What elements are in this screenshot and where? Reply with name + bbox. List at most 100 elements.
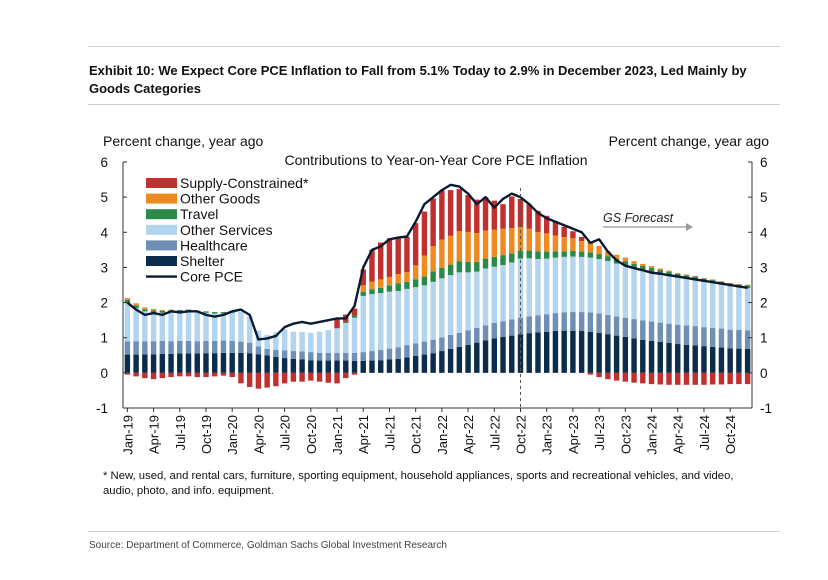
bar-supply-constrained--Jun-21	[378, 242, 384, 280]
bar-healthcare-Oct-23	[622, 317, 629, 338]
bar-shelter-Sep-21	[404, 357, 410, 373]
bar-supply-constrained--Dec-21	[430, 198, 436, 246]
bar-other-goods-Nov-23	[631, 261, 637, 264]
legend-swatch-3	[146, 224, 177, 235]
bar-other-goods-Oct-21	[412, 265, 419, 280]
bar-healthcare-Nov-22	[526, 316, 532, 334]
bar-shelter-Jun-22	[482, 340, 489, 373]
bar-healthcare-Apr-19	[150, 341, 157, 355]
bar-other-goods-Feb-24	[657, 268, 663, 270]
xtick-label-Apr-21: Apr-21	[356, 415, 371, 454]
bar-healthcare-Nov-20	[316, 352, 323, 361]
bar-shelter-Jan-24	[648, 340, 655, 373]
bar-negative-Jul-20	[281, 372, 288, 384]
bar-supply-constrained--Mar-23	[561, 226, 567, 238]
bar-healthcare-Jul-19	[177, 340, 183, 354]
bar-other-services-May-22	[474, 271, 480, 328]
bar-travel-Nov-21	[421, 276, 428, 286]
bar-shelter-Jan-22	[439, 351, 445, 373]
xtick-label-Jul-19: Jul-19	[173, 415, 188, 450]
bar-healthcare-Jan-19	[124, 341, 131, 355]
bar-other-goods-Mar-19	[142, 307, 148, 310]
source-rule	[88, 531, 780, 532]
bar-other-goods-Feb-22	[447, 235, 454, 265]
bar-healthcare-Jun-21	[378, 350, 384, 361]
bar-other-services-Aug-21	[395, 290, 401, 348]
bar-shelter-Sep-20	[299, 359, 305, 373]
bar-healthcare-Nov-23	[631, 319, 637, 339]
xtick-label-Apr-24: Apr-24	[671, 415, 686, 454]
ytick-label-right-1: 1	[760, 331, 768, 346]
exhibit-title: Exhibit 10: We Expect Core PCE Inflation…	[89, 63, 747, 96]
bar-travel-Mar-19	[142, 309, 148, 312]
footnote: * New, used, and rental cars, furniture,…	[103, 470, 734, 497]
bar-other-services-Jul-21	[386, 291, 393, 349]
bar-supply-constrained--Sep-22	[509, 196, 515, 229]
bar-other-services-Oct-19	[203, 312, 209, 341]
bar-other-goods-Apr-21	[360, 285, 366, 292]
bar-other-goods-Jul-24	[701, 277, 707, 279]
bar-supply-constrained--Mar-22	[456, 189, 463, 232]
bar-negative-Dec-19	[220, 372, 227, 376]
bar-travel-Dec-22	[535, 251, 541, 259]
bar-other-goods-Dec-21	[430, 245, 436, 272]
bar-healthcare-Jan-22	[439, 337, 445, 352]
bar-other-services-May-23	[578, 256, 585, 313]
bar-other-services-Apr-24	[675, 277, 681, 325]
bar-supply-constrained--May-21	[369, 249, 375, 282]
bar-other-services-Jun-24	[692, 280, 698, 327]
bar-other-goods-Jul-22	[491, 229, 497, 257]
bar-supply-constrained--Jul-23	[596, 246, 602, 248]
bar-other-services-Aug-24	[709, 283, 716, 328]
chart-title: Contributions to Year-on-Year Core PCE I…	[285, 152, 588, 168]
bar-travel-May-23	[578, 251, 585, 257]
bar-other-services-Apr-21	[360, 295, 366, 353]
bar-other-services-Oct-24	[727, 286, 733, 330]
bar-travel-May-22	[474, 261, 480, 272]
bar-negative-Feb-21	[343, 372, 349, 379]
bar-healthcare-Mar-19	[142, 341, 148, 355]
bar-other-services-Dec-22	[535, 258, 541, 316]
bar-negative-Dec-24	[744, 372, 751, 385]
bar-negative-Apr-24	[675, 372, 681, 385]
bar-negative-Nov-20	[316, 372, 323, 382]
bar-other-services-Jul-20	[281, 329, 288, 351]
bar-other-goods-May-21	[369, 281, 375, 290]
bar-shelter-Feb-19	[133, 354, 139, 373]
bar-other-goods-Aug-23	[605, 250, 611, 257]
bar-healthcare-Feb-24	[657, 322, 663, 342]
bar-travel-Nov-19	[212, 312, 218, 314]
bar-healthcare-Feb-22	[447, 334, 454, 349]
bar-healthcare-Apr-20	[255, 346, 262, 355]
bar-negative-Sep-20	[299, 372, 305, 382]
bar-travel-Apr-23	[570, 250, 576, 257]
bar-other-services-Sep-21	[404, 288, 410, 346]
bar-healthcare-Dec-24	[744, 330, 751, 349]
bar-supply-constrained--Aug-21	[395, 237, 401, 275]
y-axis-title-right: Percent change, year ago	[609, 133, 770, 149]
bar-other-services-Oct-22	[517, 258, 524, 318]
bar-healthcare-Oct-22	[517, 317, 524, 335]
bar-shelter-Dec-23	[640, 339, 646, 373]
bar-other-services-Nov-22	[526, 258, 532, 317]
bar-negative-Jun-23	[587, 372, 594, 375]
bar-healthcare-Jun-23	[587, 312, 594, 332]
bar-healthcare-Jan-20	[229, 340, 235, 353]
xtick-label-Jan-23: Jan-23	[540, 415, 555, 455]
bar-shelter-Jun-21	[378, 360, 384, 373]
bar-negative-Jun-24	[692, 372, 698, 385]
bar-negative-Jan-21	[334, 372, 340, 384]
bar-other-goods-Dec-22	[535, 231, 541, 252]
bar-shelter-Jul-19	[177, 353, 183, 373]
bar-healthcare-Mar-20	[246, 342, 253, 354]
bar-other-services-Dec-19	[220, 313, 227, 341]
ytick-label-right-6: 6	[760, 155, 768, 170]
legend-label-5: Shelter	[180, 253, 225, 269]
bar-healthcare-May-19	[159, 340, 166, 354]
bar-shelter-Nov-19	[212, 353, 218, 373]
bar-shelter-Apr-19	[150, 354, 157, 373]
bar-other-services-Feb-24	[657, 273, 663, 323]
bar-shelter-Jul-23	[596, 332, 602, 373]
bar-shelter-Aug-24	[709, 346, 716, 373]
bar-shelter-Oct-22	[517, 334, 524, 373]
